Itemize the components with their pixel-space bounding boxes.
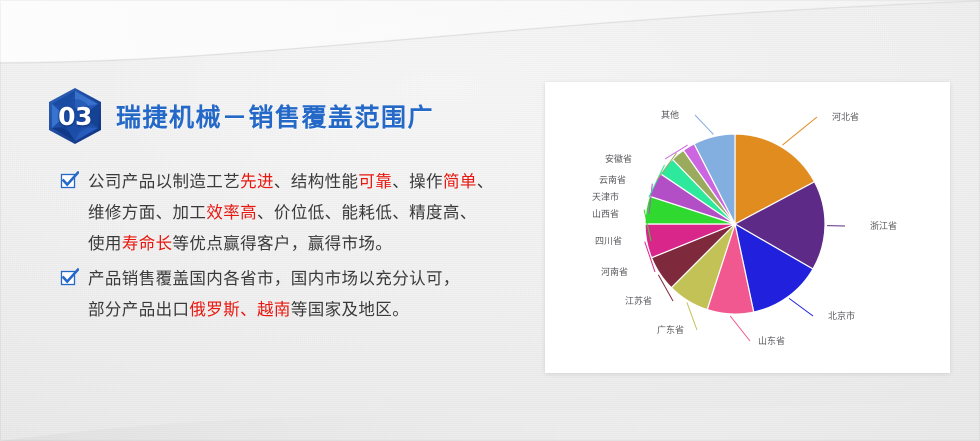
pie-slice-label: 安徽省 bbox=[605, 153, 632, 165]
bullet-line: 产品销售覆盖国内各省市，国内市场以充分认可， bbox=[88, 263, 460, 294]
bullet-text: 产品销售覆盖国内各省市，国内市场以充分认可， 部分产品出口俄罗斯、越南等国家及地区… bbox=[88, 263, 460, 325]
plain-text: 维修方面、加工 bbox=[88, 203, 207, 222]
pie-leader-line-group bbox=[643, 114, 846, 342]
pie-slice-group bbox=[644, 133, 826, 315]
pie-leader-line bbox=[664, 144, 688, 160]
pie-slice-label: 云南省 bbox=[599, 174, 626, 186]
pie-leader-line bbox=[782, 116, 818, 146]
pie-slice-label: 河北省 bbox=[832, 111, 859, 123]
pie-leader-line bbox=[648, 164, 665, 198]
pie-leader-line bbox=[644, 241, 656, 273]
sales-coverage-pie-chart[interactable]: 河北省浙江省北京市山东省 广东省 江苏省 河南省 四川省 山西省 天津市 云南省 安徽省 其他 bbox=[545, 82, 950, 373]
bullet-line: 使用寿命长等优点赢得客户，赢得市场。 bbox=[88, 228, 494, 259]
content-column: 03 瑞捷机械－销售覆盖范围广 公司产品以制造工艺先进、结构性能可靠、操作简单、… bbox=[44, 88, 540, 329]
pie-leader-line bbox=[657, 274, 674, 302]
pie-leader-line bbox=[729, 315, 751, 342]
bullet-line: 部分产品出口俄罗斯、越南等国家及地区。 bbox=[88, 294, 460, 325]
plain-text: 公司产品以制造工艺 bbox=[88, 172, 241, 191]
section-number-badge: 03 bbox=[44, 87, 106, 145]
pie-slice-label: 四川省 bbox=[595, 235, 622, 247]
plain-text: 、 bbox=[476, 172, 494, 191]
pie-leader-line bbox=[643, 209, 652, 242]
plain-text: 部分产品出口 bbox=[88, 300, 190, 319]
highlighted-text: 俄罗斯、越南 bbox=[189, 300, 291, 319]
bullet-item: 产品销售覆盖国内各省市，国内市场以充分认可， 部分产品出口俄罗斯、越南等国家及地区… bbox=[60, 263, 540, 325]
highlighted-text: 寿命长 bbox=[121, 234, 173, 253]
pie-leader-line bbox=[686, 302, 698, 331]
bullet-line: 维修方面、加工效率高、价位低、能耗低、精度高、 bbox=[88, 197, 494, 228]
bullet-list: 公司产品以制造工艺先进、结构性能可靠、操作简单、 维修方面、加工效率高、价位低、能… bbox=[60, 166, 540, 329]
highlighted-text: 先进 bbox=[240, 172, 274, 191]
pie-leader-line bbox=[694, 114, 714, 135]
checkbox-checked-icon bbox=[60, 171, 79, 189]
pie-slice-label: 天津市 bbox=[592, 191, 619, 203]
highlighted-text: 简单 bbox=[442, 172, 477, 191]
pie-slice-label: 广东省 bbox=[657, 324, 684, 336]
pie-leader-line bbox=[656, 152, 677, 181]
pie-slice-label: 河南省 bbox=[601, 266, 628, 278]
plain-text: 等国家及地区。 bbox=[290, 300, 410, 319]
pie-leader-line bbox=[788, 297, 814, 317]
pie-slice[interactable] bbox=[733, 180, 826, 270]
plain-text: 、价位低、能耗低、精度高、 bbox=[257, 203, 477, 222]
highlighted-text: 效率高 bbox=[206, 203, 258, 222]
chart-panel: 河北省浙江省北京市山东省 广东省 江苏省 河南省 四川省 山西省 天津市 云南省 安徽省 其他 bbox=[545, 82, 950, 373]
pie-slice-label: 江苏省 bbox=[625, 295, 652, 307]
checkbox-checked-icon bbox=[60, 268, 79, 286]
pie-slice[interactable] bbox=[693, 133, 736, 225]
pie-slice[interactable] bbox=[734, 222, 814, 313]
plain-text: 、结构性能 bbox=[273, 172, 359, 191]
section-heading: 03 瑞捷机械－销售覆盖范围广 bbox=[44, 88, 434, 144]
page-title: 瑞捷机械－销售覆盖范围广 bbox=[116, 103, 435, 132]
pie-slice-label: 山东省 bbox=[758, 335, 785, 347]
bullet-item: 公司产品以制造工艺先进、结构性能可靠、操作简单、 维修方面、加工效率高、价位低、能… bbox=[60, 166, 540, 259]
pie-slice[interactable] bbox=[734, 133, 816, 225]
section-number-text: 03 bbox=[58, 101, 92, 131]
plain-text: 使用 bbox=[88, 234, 122, 253]
pie-leader-line bbox=[648, 183, 653, 215]
plain-text: 产品销售覆盖国内各省市，国内市场以充分认可， bbox=[88, 269, 460, 288]
bullet-line: 公司产品以制造工艺先进、结构性能可靠、操作简单、 bbox=[88, 166, 494, 197]
pie-slice-label: 其他 bbox=[661, 109, 679, 121]
pie-slice-label: 浙江省 bbox=[870, 220, 897, 232]
highlighted-text: 可靠 bbox=[358, 172, 393, 191]
plain-text: 、操作 bbox=[392, 172, 443, 191]
pie-slice-label: 山西省 bbox=[592, 208, 619, 220]
pie-slice-label: 北京市 bbox=[828, 310, 855, 322]
plain-text: 等优点赢得客户，赢得市场。 bbox=[172, 234, 393, 253]
bullet-text: 公司产品以制造工艺先进、结构性能可靠、操作简单、 维修方面、加工效率高、价位低、能… bbox=[88, 166, 494, 259]
